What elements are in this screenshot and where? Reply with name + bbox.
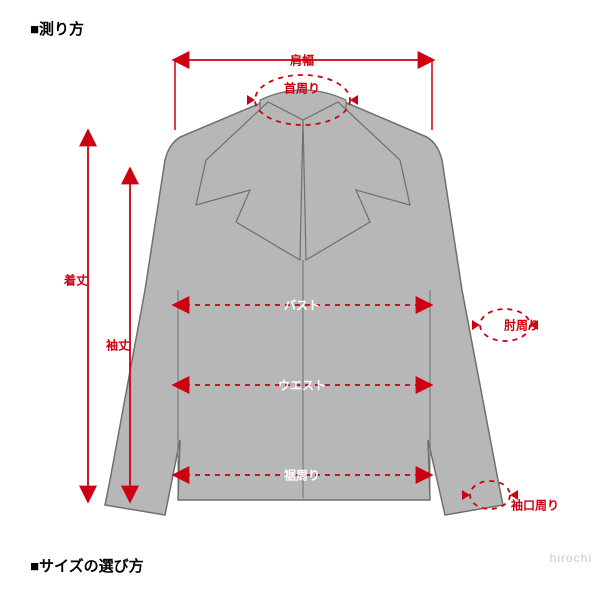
diagram-container: ■測り方 ■サイズの選び方 hirochi 肩幅首周り着丈袖丈 bbox=[0, 0, 600, 600]
label-neck: 首周り bbox=[284, 80, 320, 97]
label-cuff: 袖口周り bbox=[511, 497, 559, 514]
label-waist: ウエスト bbox=[278, 377, 326, 394]
label-shoulder: 肩幅 bbox=[290, 52, 314, 69]
label-bust: バスト bbox=[284, 297, 320, 314]
label-length: 着丈 bbox=[64, 272, 88, 289]
label-sleeve: 袖丈 bbox=[106, 337, 130, 354]
label-elbow: 肘周り bbox=[504, 317, 540, 334]
label-hem: 裾周り bbox=[284, 467, 320, 484]
